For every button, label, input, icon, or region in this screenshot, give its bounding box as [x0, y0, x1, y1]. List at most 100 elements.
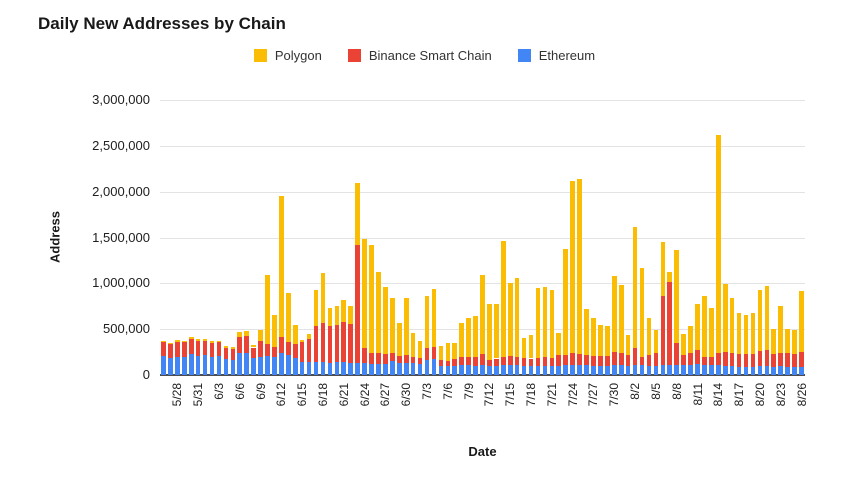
y-tick-label: 3,000,000: [92, 92, 150, 107]
bar-segment-ethereum: [521, 365, 527, 375]
bar-segment-binance-smart-chain: [480, 353, 485, 366]
bar-segment-binance-smart-chain: [473, 356, 478, 366]
bar-segment-ethereum: [674, 364, 679, 375]
bar-segment-ethereum: [459, 365, 464, 375]
bar-segment-polygon: [722, 284, 728, 353]
bar-segment-polygon: [507, 283, 513, 357]
bar-segment-binance-smart-chain: [750, 353, 756, 367]
bar-segment-polygon: [674, 250, 679, 343]
x-tick-label: 7/12: [482, 383, 497, 407]
bar-segment-ethereum: [570, 364, 575, 375]
bar-segment-polygon: [286, 292, 291, 342]
bar-segment-ethereum: [487, 365, 492, 375]
bar-segment-polygon: [785, 328, 790, 354]
bar-segment-polygon: [709, 308, 714, 357]
bar-segment-ethereum: [230, 359, 236, 375]
bar-segment-binance-smart-chain: [202, 341, 208, 356]
bar-segment-binance-smart-chain: [466, 356, 471, 366]
bar-segment-binance-smart-chain: [403, 354, 409, 363]
bar-segment-polygon: [431, 288, 437, 347]
bar-segment-ethereum: [341, 362, 347, 375]
bar-segment-polygon: [175, 340, 180, 342]
bar-segment-polygon: [542, 287, 548, 358]
bar-segment-binance-smart-chain: [258, 340, 263, 358]
bar-segment-binance-smart-chain: [639, 356, 645, 366]
x-tick-label: 6/27: [378, 383, 393, 407]
chart-title: Daily New Addresses by Chain: [38, 14, 286, 33]
bar-segment-ethereum: [403, 362, 409, 375]
bar-segment-polygon: [625, 334, 631, 355]
bar-segment-binance-smart-chain: [764, 350, 770, 366]
bar-segment-binance-smart-chain: [362, 347, 367, 364]
bar-segment-binance-smart-chain: [584, 354, 589, 366]
bar-segment-ethereum: [362, 363, 367, 375]
bar-segment-polygon: [653, 329, 659, 354]
bar-segment-polygon: [549, 289, 555, 358]
bar-segment-polygon: [611, 276, 617, 352]
bar-segment-ethereum: [535, 365, 541, 375]
y-tick-label: 0: [142, 367, 150, 382]
bar-segment-polygon: [410, 333, 416, 357]
bar-segment-polygon: [563, 248, 569, 356]
bar-segment-ethereum: [320, 361, 326, 375]
bar-segment-polygon: [376, 272, 381, 354]
bar-segment-ethereum: [452, 365, 458, 375]
x-tick-label: 6/30: [399, 383, 414, 407]
legend-item-binance-smart-chain: Binance Smart Chain: [347, 48, 492, 63]
bar-segment-ethereum: [431, 359, 437, 375]
bar-segment-binance-smart-chain: [528, 358, 534, 366]
bar-segment-binance-smart-chain: [410, 356, 416, 364]
bar-segment-binance-smart-chain: [716, 353, 721, 365]
bar-segment-binance-smart-chain: [625, 354, 631, 366]
x-tick-label: 7/30: [607, 383, 622, 407]
bar-segment-binance-smart-chain: [209, 342, 215, 357]
bar-segment-binance-smart-chain: [306, 339, 312, 363]
bar-segment-ethereum: [480, 365, 485, 375]
bar-segment-ethereum: [514, 365, 520, 375]
x-tick-label: 6/6: [232, 383, 247, 400]
bar-segment-binance-smart-chain: [570, 353, 575, 365]
bar-segment-ethereum: [764, 365, 770, 375]
x-tick-label: 7/15: [503, 383, 518, 407]
bar-segment-polygon: [306, 334, 312, 340]
bar-segment-ethereum: [473, 365, 478, 375]
legend-swatch-icon: [347, 49, 361, 62]
bar-segment-polygon: [667, 271, 673, 282]
bar-segment-binance-smart-chain: [369, 353, 374, 364]
bar-segment-polygon: [799, 291, 804, 352]
bar-segment-polygon: [230, 347, 236, 349]
bar-segment-polygon: [216, 340, 222, 343]
bar-segment-ethereum: [202, 355, 208, 375]
bar-segment-ethereum: [251, 358, 256, 375]
bar-segment-binance-smart-chain: [313, 326, 319, 362]
legend: Polygon Binance Smart Chain Ethereum: [40, 48, 809, 63]
bar-segment-binance-smart-chain: [161, 341, 166, 357]
bar-segment-ethereum: [369, 364, 374, 375]
bar-segment-polygon: [729, 298, 735, 353]
x-tick-label: 6/15: [295, 383, 310, 407]
bar-segment-polygon: [445, 342, 451, 361]
bar-segment-binance-smart-chain: [611, 351, 617, 366]
bar-segment-ethereum: [722, 365, 728, 375]
bar-segment-binance-smart-chain: [355, 244, 360, 364]
gridline: [160, 100, 805, 101]
bar-segment-binance-smart-chain: [618, 352, 624, 366]
bar-segment-binance-smart-chain: [681, 354, 686, 366]
bar-segment-ethereum: [445, 366, 451, 375]
x-tick-label: 6/9: [253, 383, 268, 400]
bar-segment-ethereum: [771, 366, 777, 375]
bar-segment-ethereum: [799, 366, 804, 375]
bar-segment-polygon: [390, 298, 395, 353]
bar-segment-ethereum: [494, 365, 499, 375]
bar-segment-polygon: [188, 336, 194, 339]
x-tick-label: 8/20: [752, 383, 767, 407]
bar-segment-polygon: [743, 314, 749, 355]
bar-segment-binance-smart-chain: [542, 357, 548, 366]
bar-segment-ethereum: [598, 365, 603, 375]
bar-segment-polygon: [681, 334, 686, 355]
bar-segment-polygon: [320, 272, 326, 324]
bar-segment-polygon: [383, 287, 388, 354]
bar-segment-ethereum: [653, 365, 659, 375]
bar-segment-ethereum: [348, 363, 354, 375]
bar-segment-binance-smart-chain: [216, 342, 222, 357]
